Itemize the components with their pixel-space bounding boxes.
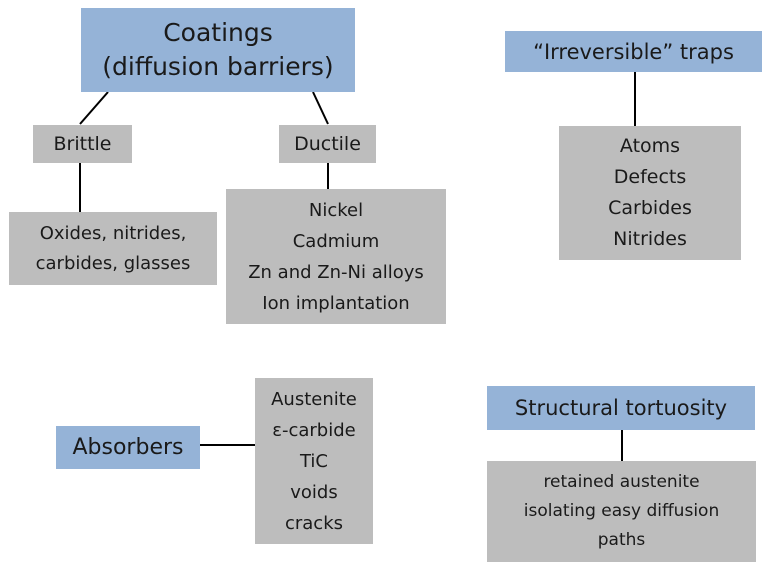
ductile-example-line-2: Cadmium [292,230,380,252]
structural-tortuosity-title: Structural tortuosity [514,396,728,420]
irreversible-traps-box: “Irreversible” traps [505,31,762,72]
brittle-example-line-2: carbides, glasses [35,252,191,274]
trap-item: Defects [613,166,687,188]
ductile-label: Ductile [294,133,361,155]
absorbers-items-box: Austenite ε-carbide TiC voids cracks [255,378,373,544]
brittle-label: Brittle [53,133,112,155]
ductile-example-line-3: Zn and Zn-Ni alloys [248,261,424,283]
ductile-example-line-4: Ion implantation [262,292,410,314]
tortuosity-item: paths [597,530,646,550]
structural-tortuosity-box: Structural tortuosity [487,386,755,430]
coatings-box: Coatings (diffusion barriers) [81,8,355,92]
ductile-examples-box: Nickel Cadmium Zn and Zn-Ni alloys Ion i… [226,189,446,324]
connector-coatings-brittle [79,91,109,125]
absorbers-box: Absorbers [56,426,200,469]
trap-item: Atoms [619,135,681,157]
ductile-example-line-1: Nickel [308,199,364,221]
absorber-item: ε-carbide [272,419,356,441]
brittle-box: Brittle [33,125,132,163]
tortuosity-item: retained austenite [543,472,700,492]
connector-coatings-ductile [312,91,329,125]
trap-item: Carbides [608,197,692,219]
tortuosity-item: isolating easy diffusion [523,501,720,521]
brittle-example-line-1: Oxides, nitrides, [39,222,187,244]
absorbers-title: Absorbers [72,435,184,460]
absorber-item: voids [290,481,338,503]
brittle-examples-box: Oxides, nitrides, carbides, glasses [9,212,217,285]
ductile-box: Ductile [279,125,376,163]
absorber-item: Austenite [271,388,357,410]
trap-item: Nitrides [613,228,687,250]
structural-tortuosity-items-box: retained austenite isolating easy diffus… [487,461,756,562]
absorber-item: cracks [284,512,344,534]
coatings-title-line-1: Coatings [163,18,273,47]
irreversible-traps-title: “Irreversible” traps [533,39,734,64]
coatings-title-line-2: (diffusion barriers) [102,52,334,81]
absorber-item: TiC [299,450,328,472]
irreversible-traps-items-box: Atoms Defects Carbides Nitrides [559,126,741,260]
